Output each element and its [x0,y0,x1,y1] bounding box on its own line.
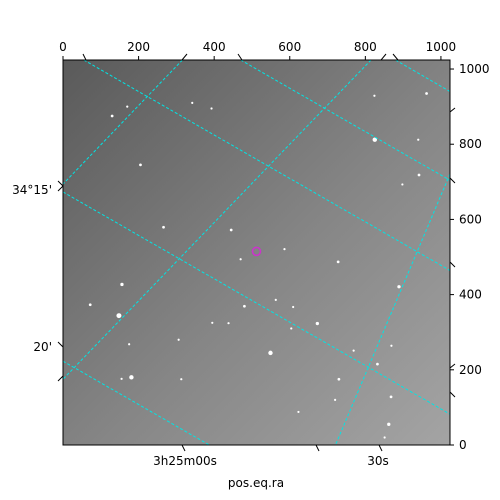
star-27 [376,362,379,366]
grid-line-6 [63,60,372,380]
star-16 [120,282,124,287]
star-36 [297,410,300,414]
star-20 [116,313,122,319]
star-24 [129,375,134,380]
grid-line-2 [395,60,450,93]
star-18 [243,304,246,308]
star-7 [417,138,420,141]
star-2 [191,101,194,104]
x-tick-label-2: 400 [203,40,226,54]
y-tick-label-1: 200 [459,363,482,377]
star-12 [229,228,233,232]
x-tick-label-4: 800 [354,40,377,54]
star-40 [177,338,180,341]
grid-line-1 [240,60,450,181]
x-tick-label-0: 0 [59,40,67,54]
plot-frame [62,59,451,446]
star-25 [337,377,341,381]
dec-tick-label-1: 20' [33,340,52,354]
star-41 [334,398,337,401]
pixel-x-ticks: 0 200 400 600 800 1000 [59,40,456,60]
dec-tick-label-0: 34°15' [12,183,52,197]
grid-line-7 [335,173,450,445]
pixel-y-ticks: 0 200 400 600 800 1000 [450,62,490,452]
grid-line-4 [63,191,450,415]
ra-tick-label-0: 3h25m00s [153,454,217,468]
star-26 [352,349,355,352]
grid-line-5 [63,60,183,185]
star-35 [383,436,386,439]
star-22 [227,322,230,325]
grid-line-3 [63,360,210,445]
x-axis-title: pos.eq.ra [228,476,284,490]
star-21 [315,321,319,326]
y-tick-label-5: 1000 [459,62,490,76]
star-13 [239,258,242,261]
star-field [88,92,428,439]
ra-tick-label-1: 30s [367,454,389,468]
grid-line-0 [83,60,450,271]
star-37 [292,305,295,309]
star-5 [425,92,428,95]
star-1 [126,105,129,108]
star-32 [290,327,293,330]
star-38 [274,298,277,301]
star-4 [373,94,376,97]
y-tick-label-2: 400 [459,288,482,302]
x-tick-label-5: 1000 [426,40,457,54]
star-29 [128,343,131,346]
x-tick-label-3: 600 [278,40,301,54]
star-31 [180,378,183,381]
y-tick-label-0: 0 [459,438,467,452]
star-0 [110,114,114,118]
star-23 [268,350,273,356]
x-tick-label-1: 200 [127,40,150,54]
star-14 [283,248,286,251]
star-33 [389,395,393,399]
dec-ticks [57,107,456,398]
star-11 [162,225,165,229]
star-3 [210,107,213,110]
star-28 [390,344,393,347]
coordinate-grid [63,60,450,445]
star-30 [120,377,123,380]
star-39 [211,321,214,324]
star-34 [387,422,391,426]
y-tick-label-3: 600 [459,212,482,226]
ra-ticks [82,53,399,452]
star-19 [88,303,92,307]
star-15 [336,260,340,264]
star-8 [139,163,142,167]
star-9 [417,173,421,177]
star-17 [397,285,401,289]
target-marker [251,246,262,257]
y-tick-label-4: 800 [459,137,482,151]
image-background [63,60,450,445]
star-10 [401,183,404,186]
star-6 [372,137,377,142]
